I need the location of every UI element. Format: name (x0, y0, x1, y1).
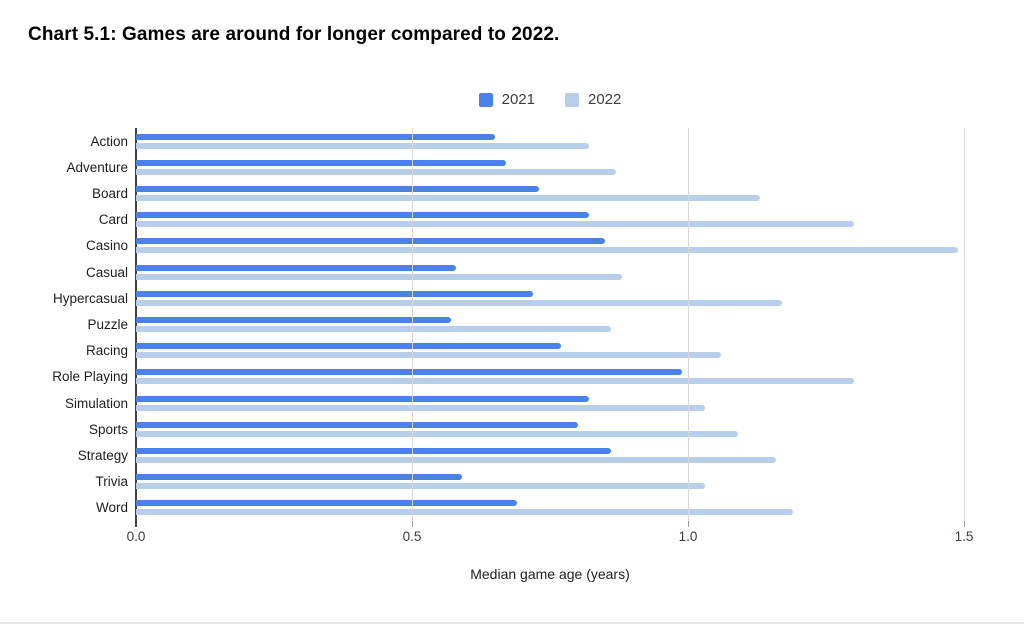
category-label-hypercasual: Hypercasual (52, 290, 128, 306)
legend-label-2021: 2021 (501, 91, 535, 108)
category-label-strategy: Strategy (77, 448, 128, 464)
x-tick-1.5 (964, 521, 965, 527)
x-tick-1.0 (687, 521, 689, 527)
bar-2022-role-playing (136, 378, 854, 385)
category-row-action (136, 128, 964, 154)
x-tick-label-0.0: 0.0 (126, 529, 146, 544)
category-labels: Action Adventure Board Card Casino Casual Hype… (0, 128, 128, 521)
y-axis-line (135, 128, 137, 527)
category-row-casino (136, 233, 964, 259)
bar-2021-board (136, 186, 539, 192)
bar-2022-hypercasual (136, 299, 782, 306)
x-tick-0.5 (411, 521, 413, 527)
bar-2021-strategy (136, 448, 611, 455)
bar-2022-adventure (136, 168, 617, 175)
bar-2022-trivia (136, 483, 705, 490)
legend-item-2022: 2022 (565, 91, 621, 108)
gridline-1.0 (687, 128, 689, 521)
category-row-trivia (136, 469, 964, 495)
legend-label-2022: 2022 (588, 91, 622, 108)
category-row-role-playing (136, 364, 964, 390)
legend-swatch-2022 (565, 92, 579, 107)
x-tick-label-1.0: 1.0 (678, 529, 698, 544)
category-label-puzzle: Puzzle (87, 317, 128, 333)
bar-rows (136, 128, 964, 521)
bar-2021-casino (136, 238, 606, 245)
category-row-sports (136, 416, 964, 442)
bar-2021-card (136, 212, 589, 219)
bar-2021-sports (136, 421, 578, 428)
category-label-sports: Sports (88, 421, 128, 437)
legend-swatch-2021 (478, 92, 493, 107)
x-axis-tick-labels: 0.0 0.5 1.0 1.5 (127, 529, 974, 547)
category-label-casual: Casual (85, 264, 128, 280)
category-label-board: Board (91, 186, 128, 201)
bar-2021-casual (136, 264, 457, 271)
bar-2021-hypercasual (136, 290, 534, 297)
category-row-card (136, 207, 964, 233)
bar-2022-sports (136, 430, 738, 437)
bar-2021-puzzle (136, 317, 451, 324)
x-tick-label-1.5: 1.5 (954, 529, 974, 544)
category-label-trivia: Trivia (95, 474, 129, 490)
plot-area (135, 128, 965, 527)
bar-2021-role-playing (136, 369, 683, 376)
category-label-casino: Casino (85, 238, 128, 254)
category-row-casual (136, 259, 964, 285)
category-row-hypercasual (136, 285, 964, 311)
category-label-word: Word (95, 500, 128, 516)
category-row-puzzle (136, 311, 964, 337)
gridline-1.5 (964, 128, 965, 521)
bar-2021-simulation (136, 395, 589, 402)
category-label-card: Card (98, 212, 128, 228)
chart-legend: 2021 2022 (136, 91, 964, 108)
bar-2022-casino (136, 247, 959, 254)
bar-2021-adventure (136, 159, 506, 166)
bar-2022-word (136, 509, 793, 516)
chart-title: Chart 5.1: Games are around for longer c… (28, 24, 560, 45)
category-row-adventure (136, 154, 964, 180)
bar-2022-simulation (136, 404, 705, 411)
bottom-divider (0, 622, 1024, 624)
bar-2022-action (136, 142, 589, 149)
bar-2022-racing (136, 352, 722, 359)
x-tick-label-0.5: 0.5 (402, 529, 422, 544)
bar-2021-racing (136, 343, 562, 350)
category-row-simulation (136, 390, 964, 416)
bar-2022-strategy (136, 457, 777, 464)
legend-item-2021: 2021 (478, 91, 535, 108)
category-row-word (136, 495, 964, 521)
bar-2021-action (136, 133, 495, 140)
category-row-racing (136, 338, 964, 364)
bar-2022-card (136, 221, 854, 228)
category-label-role-playing: Role Playing (52, 369, 128, 385)
category-label-simulation: Simulation (64, 395, 128, 411)
bar-2022-casual (136, 273, 622, 280)
gridline-0.5 (411, 128, 413, 521)
category-label-adventure: Adventure (66, 159, 128, 175)
category-label-racing: Racing (85, 343, 128, 359)
bar-2022-puzzle (136, 326, 611, 333)
bar-2021-trivia (136, 474, 462, 481)
bar-2022-board (136, 195, 760, 201)
category-row-strategy (136, 442, 964, 468)
category-label-action: Action (90, 133, 128, 149)
category-row-board (136, 180, 964, 206)
x-axis-title: Median game age (years) (470, 566, 630, 582)
bar-2021-word (136, 500, 517, 507)
